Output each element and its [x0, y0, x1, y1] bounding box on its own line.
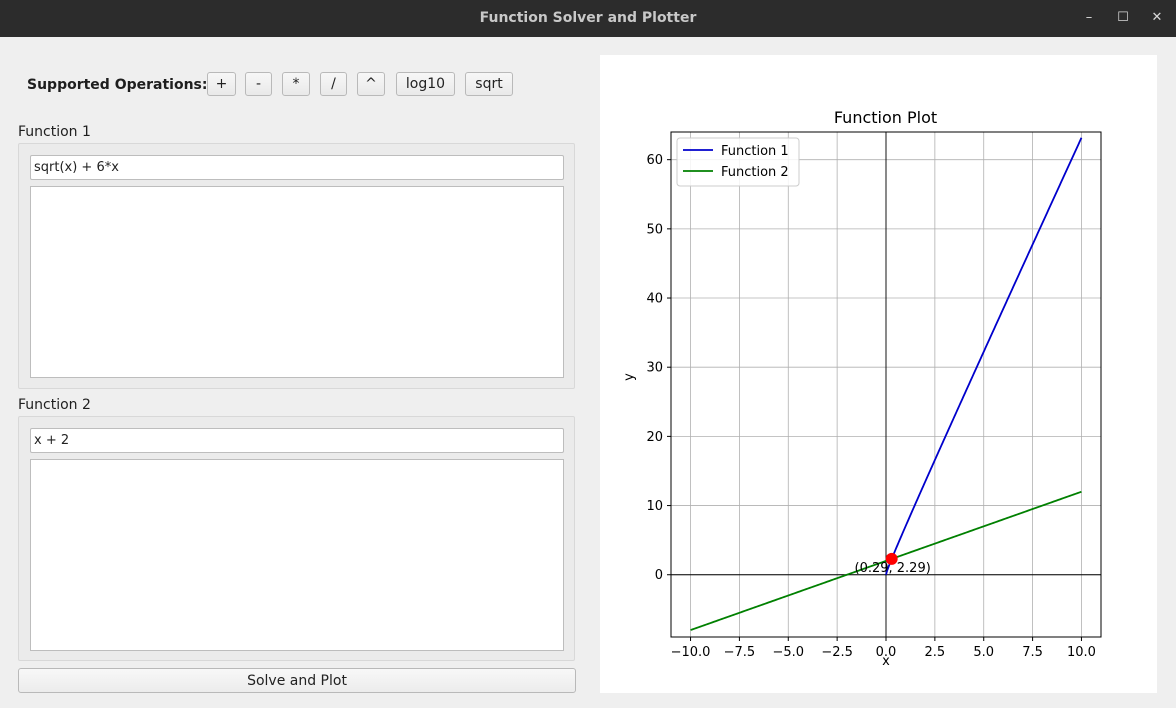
y-tick-label: 0	[655, 568, 663, 583]
x-tick-label: 0.0	[876, 645, 897, 660]
maximize-icon[interactable]: ☐	[1117, 10, 1129, 25]
function1-label: Function 1	[18, 124, 91, 140]
function2-input[interactable]	[30, 428, 564, 453]
y-tick-label: 50	[646, 222, 663, 237]
operations-label: Supported Operations:	[27, 77, 208, 93]
legend-label-1: Function 1	[721, 144, 789, 159]
y-axis-label: y	[622, 373, 637, 381]
intersection-point	[885, 552, 898, 565]
x-tick-label: 10.0	[1067, 645, 1096, 660]
x-tick-label: 2.5	[925, 645, 946, 660]
y-tick-label: 10	[646, 499, 663, 514]
series-line-2	[690, 490, 1082, 631]
function-plot-chart: Function Plot x y −10.0 −7.5 −5.0 −2.5 0.0 2.…	[622, 108, 1102, 669]
op-plus-button[interactable]: +	[207, 72, 236, 96]
x-tick-label: 7.5	[1022, 645, 1043, 660]
x-tick-label: −10.0	[671, 645, 711, 660]
close-icon[interactable]: ✕	[1151, 10, 1163, 25]
title-bar: Function Solver and Plotter – ☐ ✕	[0, 0, 1176, 37]
minimize-icon[interactable]: –	[1085, 10, 1093, 25]
y-tick-label: 40	[646, 292, 663, 307]
y-tick-label: 20	[646, 430, 663, 445]
legend-label-2: Function 2	[721, 165, 789, 180]
function2-label: Function 2	[18, 397, 91, 413]
x-tick-label: 5.0	[973, 645, 994, 660]
op-log10-button[interactable]: log10	[396, 72, 455, 96]
plot-panel: Function Plot x y −10.0 −7.5 −5.0 −2.5 0.0 2.…	[600, 55, 1157, 693]
function2-output-area[interactable]	[30, 459, 564, 651]
x-tick-label: −5.0	[772, 645, 804, 660]
main-window: Supported Operations: + - * / ^ log10 sq…	[0, 37, 1176, 708]
x-axis-label: x	[882, 654, 890, 669]
op-minus-button[interactable]: -	[245, 72, 272, 96]
solve-and-plot-button[interactable]: Solve and Plot	[18, 668, 576, 693]
op-divide-button[interactable]: /	[320, 72, 347, 96]
function1-group	[18, 143, 575, 389]
function1-input[interactable]	[30, 155, 564, 180]
y-tick-label: 30	[646, 361, 663, 376]
function1-output-area[interactable]	[30, 186, 564, 378]
intersection-label: (0.29, 2.29)	[855, 561, 931, 576]
op-power-button[interactable]: ^	[357, 72, 385, 96]
op-sqrt-button[interactable]: sqrt	[465, 72, 513, 96]
y-tick-label: 60	[646, 153, 663, 168]
function2-group	[18, 416, 575, 661]
op-multiply-button[interactable]: *	[282, 72, 310, 96]
window-title: Function Solver and Plotter	[479, 10, 697, 26]
chart-title: Function Plot	[834, 108, 937, 127]
series-line-1	[885, 137, 1083, 575]
x-tick-label: −7.5	[724, 645, 756, 660]
x-tick-label: −2.5	[821, 645, 853, 660]
